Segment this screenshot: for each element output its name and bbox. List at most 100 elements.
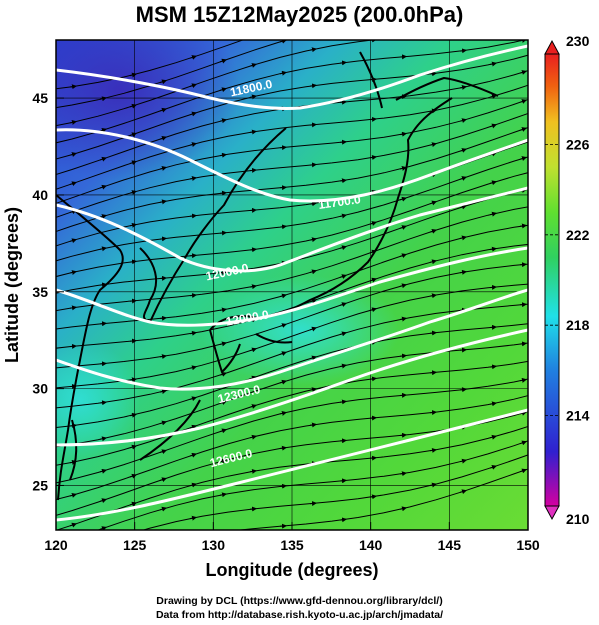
- wind-arrow: [309, 355, 317, 361]
- wind-arrow: [369, 155, 377, 160]
- x-tick-label: 135: [280, 537, 304, 553]
- wind-arrow: [489, 123, 497, 129]
- streamline: [56, 40, 289, 109]
- wind-arrow: [429, 71, 437, 77]
- colorbar-label: 214: [566, 408, 590, 424]
- wind-arrow: [249, 94, 257, 100]
- streamline: [56, 188, 528, 294]
- y-tick-label: 35: [32, 284, 48, 300]
- wind-arrow: [189, 482, 197, 488]
- wind-arrow: [429, 293, 437, 299]
- colorbar-gradient: [544, 53, 560, 507]
- wind-arrow: [99, 361, 107, 367]
- height-contour: [56, 288, 528, 391]
- height-contour: [56, 128, 528, 203]
- wind-arrow: [99, 214, 107, 219]
- wind-arrow: [309, 501, 317, 506]
- wind-arrow: [339, 60, 347, 66]
- wind-arrow: [159, 506, 167, 512]
- wind-arrow: [249, 375, 257, 381]
- y-axis-label: Latitude (degrees): [2, 207, 22, 363]
- wind-arrow: [219, 400, 227, 405]
- wind-arrow: [159, 477, 167, 483]
- wind-arrow: [309, 201, 317, 207]
- wind-arrow: [339, 274, 347, 279]
- wind-arrow: [69, 238, 77, 244]
- streamline: [56, 224, 528, 330]
- wind-arrow: [429, 200, 437, 206]
- wind-arrow: [159, 135, 167, 141]
- wind-arrow: [219, 492, 227, 498]
- wind-arrow: [159, 199, 167, 205]
- wind-arrow: [189, 396, 197, 402]
- x-axis-ticks: 120 125 130 135 140 145 150: [44, 522, 540, 553]
- wind-arrow: [221, 529, 227, 530]
- wind-arrow: [129, 501, 137, 507]
- wind-arrow: [519, 99, 527, 104]
- wind-arrow: [429, 410, 437, 415]
- wind-arrow: [399, 54, 407, 60]
- wind-arrow: [520, 4, 526, 5]
- wind-arrow: [69, 84, 77, 90]
- wind-arrow: [489, 324, 497, 330]
- wind-arrow: [459, 458, 467, 464]
- wind-arrow: [159, 107, 167, 113]
- x-tick-label: 140: [359, 537, 383, 553]
- wind-arrow: [160, 541, 166, 542]
- wind-arrow: [129, 412, 137, 418]
- wind-arrow: [459, 235, 467, 241]
- wind-arrow: [99, 184, 107, 190]
- wind-arrow: [69, 343, 77, 349]
- wind-arrow: [369, 455, 377, 461]
- wind-arrow: [189, 452, 197, 458]
- wind-arrow: [519, 440, 527, 446]
- wind-arrow: [519, 410, 527, 416]
- wind-arrow: [249, 404, 257, 409]
- cool-band-region: [200, 275, 400, 385]
- wind-arrow: [399, 131, 407, 137]
- wind-arrow: [459, 148, 467, 153]
- wind-arrow: [339, 399, 347, 405]
- wind-arrow: [219, 87, 227, 93]
- wind-arrow: [159, 236, 167, 242]
- wind-arrow: [159, 315, 167, 321]
- colorbar-min-arrow: [544, 505, 560, 521]
- wind-arrow: [189, 176, 197, 181]
- wind-arrow: [370, 2, 376, 3]
- wind-arrow: [340, 25, 346, 26]
- wind-arrow: [339, 139, 347, 145]
- wind-arrow: [159, 449, 167, 455]
- wind-arrow: [279, 523, 287, 529]
- wind-arrow: [489, 401, 497, 407]
- colorbar: 230 226 222 218 214 210: [544, 33, 590, 527]
- wind-arrow: [69, 152, 77, 157]
- wind-arrow: [69, 305, 77, 311]
- wind-arrow: [489, 364, 497, 370]
- wind-arrow: [279, 70, 287, 76]
- wind-arrow: [189, 111, 197, 117]
- wind-arrow: [129, 72, 137, 78]
- wind-arrow: [309, 162, 317, 168]
- wind-arrow: [399, 166, 407, 171]
- wind-arrow: [399, 506, 407, 512]
- wind-arrow: [189, 83, 197, 89]
- cool-west-region: [56, 340, 140, 460]
- wind-arrow: [400, 17, 406, 18]
- height-contour: [56, 44, 528, 110]
- wind-arrow: [460, 11, 466, 12]
- colorbar-label: 210: [566, 511, 590, 527]
- height-contour: [56, 328, 528, 447]
- wind-arrow: [219, 58, 227, 64]
- wind-arrow: [159, 79, 167, 85]
- wind-arrow: [429, 108, 437, 114]
- wind-arrow: [249, 207, 257, 213]
- wind-arrow: [399, 316, 407, 322]
- wind-arrow: [309, 269, 317, 275]
- wind-arrow: [430, 34, 436, 35]
- wind-arrow: [249, 284, 257, 290]
- wind-arrow: [339, 363, 347, 369]
- wind-arrow: [519, 302, 527, 308]
- wind-arrow: [129, 473, 137, 479]
- wind-arrow: [339, 245, 347, 251]
- wind-arrow: [369, 249, 377, 255]
